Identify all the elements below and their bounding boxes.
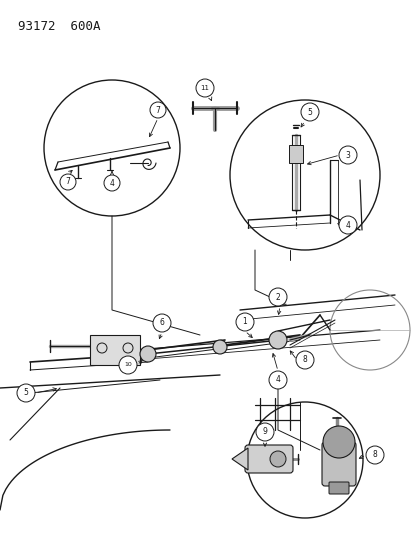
Circle shape <box>268 331 286 349</box>
Circle shape <box>104 175 120 191</box>
Circle shape <box>60 174 76 190</box>
Circle shape <box>153 314 171 332</box>
Circle shape <box>365 446 383 464</box>
Text: 10: 10 <box>124 362 132 367</box>
Text: 5: 5 <box>307 108 312 117</box>
Text: 5: 5 <box>24 389 28 398</box>
Circle shape <box>269 451 285 467</box>
Circle shape <box>212 340 226 354</box>
Text: 7: 7 <box>155 106 160 115</box>
Circle shape <box>300 103 318 121</box>
Text: 4: 4 <box>275 376 280 384</box>
Text: 7: 7 <box>65 177 70 187</box>
Circle shape <box>119 356 137 374</box>
Circle shape <box>338 146 356 164</box>
Text: 4: 4 <box>109 179 114 188</box>
Text: 8: 8 <box>302 356 306 365</box>
Circle shape <box>150 102 166 118</box>
Circle shape <box>17 384 35 402</box>
Text: 11: 11 <box>200 85 209 91</box>
Circle shape <box>140 346 156 362</box>
Circle shape <box>268 288 286 306</box>
Text: 1: 1 <box>242 318 247 327</box>
FancyBboxPatch shape <box>90 335 140 365</box>
Text: 2: 2 <box>275 293 280 302</box>
Circle shape <box>338 216 356 234</box>
Text: 93172  600A: 93172 600A <box>18 20 100 33</box>
Text: 9: 9 <box>262 427 267 437</box>
Text: 3: 3 <box>345 150 349 159</box>
Text: 8: 8 <box>372 450 377 459</box>
Text: 4: 4 <box>345 221 349 230</box>
Circle shape <box>235 313 254 331</box>
Circle shape <box>295 351 313 369</box>
Circle shape <box>268 371 286 389</box>
Text: 6: 6 <box>159 319 164 327</box>
Bar <box>288 145 302 163</box>
FancyBboxPatch shape <box>328 482 348 494</box>
Circle shape <box>195 79 214 97</box>
Polygon shape <box>231 448 247 470</box>
FancyBboxPatch shape <box>321 442 355 486</box>
FancyBboxPatch shape <box>244 445 292 473</box>
Circle shape <box>255 423 273 441</box>
Circle shape <box>322 426 354 458</box>
